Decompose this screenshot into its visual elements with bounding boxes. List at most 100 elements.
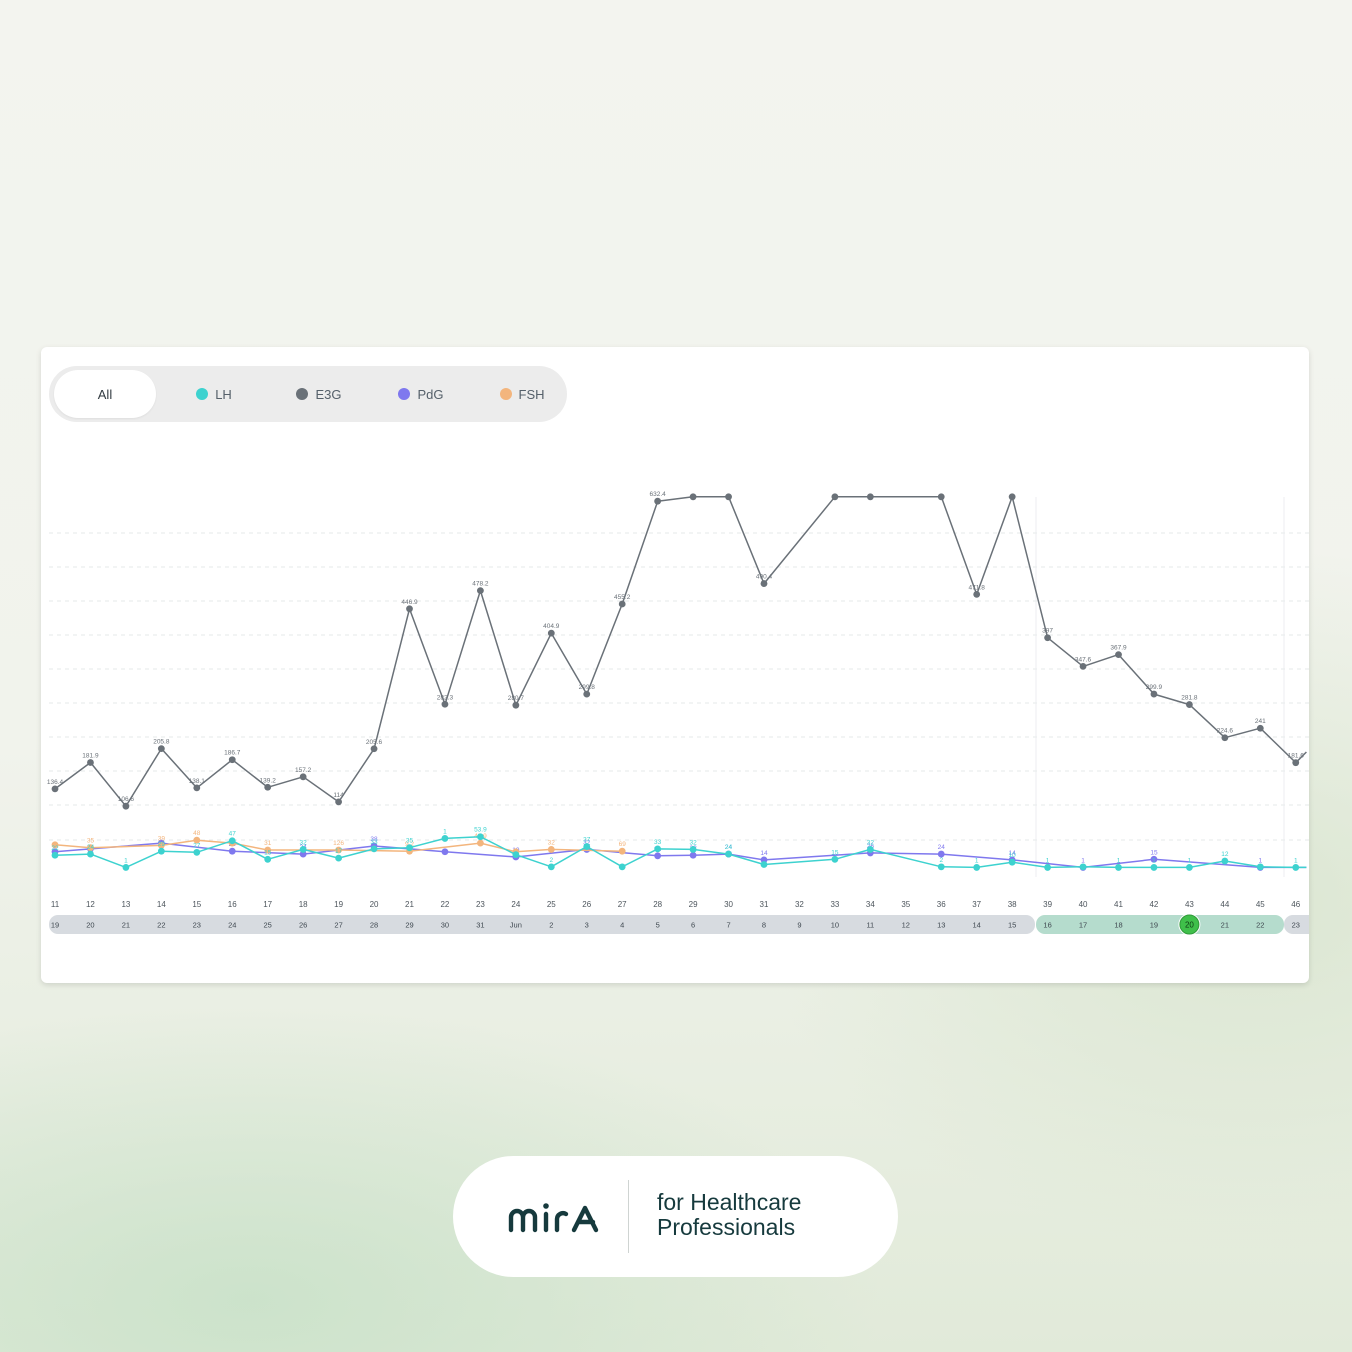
filter-fsh-label: FSH (518, 386, 545, 402)
lh-data-label: 35 (406, 838, 414, 845)
lh-data-point (654, 845, 662, 853)
cycle-day-tick: 36 (937, 900, 946, 909)
e3g-data-point (973, 590, 981, 598)
e3g-data-point (760, 580, 768, 587)
cycle-day-tick: 19 (334, 900, 343, 909)
lh-data-label: 10 (1009, 852, 1017, 859)
date-tick: 30 (441, 921, 449, 930)
lh-data-point (1115, 864, 1122, 871)
lh-data-point (618, 863, 626, 871)
cycle-day-tick: 11 (51, 900, 60, 909)
e3g-data-point (583, 690, 591, 698)
fsh-data-label: 39 (158, 835, 166, 842)
fsh-data-point (264, 846, 272, 854)
date-tick: 23 (193, 921, 201, 930)
e3g-data-point (1256, 724, 1264, 732)
date-tick: 6 (691, 921, 695, 930)
lh-data-point (51, 851, 59, 859)
cycle-day-tick: 44 (1220, 900, 1229, 909)
fsh-data-label: 126 (333, 840, 344, 847)
date-tick: 22 (1256, 921, 1264, 930)
filter-all-label: All (97, 386, 113, 402)
date-tick: 3 (585, 921, 589, 930)
e3g-data-point (87, 759, 94, 766)
cycle-day-tick: 29 (689, 900, 698, 909)
lh-data-point (406, 844, 413, 852)
lh-data-label: 32 (300, 839, 308, 846)
fsh-data-label: 69 (619, 841, 627, 848)
e3g-data-point (1115, 651, 1122, 659)
lh-data-point (1150, 864, 1158, 871)
lh-data-label: 1 (1152, 857, 1156, 864)
date-tick: 14 (973, 921, 981, 930)
filter-all-button[interactable]: All (54, 370, 156, 418)
e3g-data-point (831, 493, 839, 501)
e3g-data-point (1186, 701, 1193, 708)
cycle-day-tick: 23 (476, 900, 485, 909)
lh-data-point (441, 835, 449, 842)
cycle-day-tick: 40 (1079, 900, 1088, 909)
lh-data-point (477, 833, 484, 841)
lh-data-point (937, 863, 945, 871)
e3g-data-label: 299.8 (579, 684, 596, 691)
e3g-data-point (1044, 634, 1051, 642)
cycle-day-tick: 21 (405, 900, 414, 909)
lh-data-point (299, 846, 307, 853)
e3g-data-label: 632.4 (650, 491, 667, 498)
e3g-data-label: 281.8 (1181, 695, 1198, 702)
e3g-data-label: 490.4 (756, 574, 773, 581)
filter-lh-label: LH (215, 386, 232, 402)
lh-data-point (725, 850, 732, 858)
e3g-data-point (1292, 759, 1300, 767)
lh-data-point (547, 863, 555, 871)
fsh-dot-icon (499, 388, 512, 400)
e3g-data-label: 138.1 (189, 778, 206, 785)
lh-data-label: 12 (1221, 851, 1229, 858)
cycle-date-band (49, 915, 1035, 934)
cycle-day-tick: 32 (795, 900, 804, 909)
fsh-data-label: 32 (548, 839, 556, 846)
date-tick: 11 (866, 921, 874, 930)
e3g-data-point (299, 773, 307, 781)
pdg-dot-icon (398, 388, 411, 400)
e3g-data-label: 136.4 (47, 779, 64, 786)
cycle-day-tick: 41 (1114, 900, 1123, 909)
e3g-data-point (725, 493, 732, 501)
date-tick: 22 (157, 921, 165, 930)
pdg-data-point (228, 847, 236, 855)
e3g-data-point (866, 493, 874, 501)
e3g-data-label: 205.6 (366, 739, 383, 746)
lh-data-point (1044, 864, 1051, 871)
pdg-data-point (1150, 855, 1158, 863)
e3g-data-label: 455.2 (614, 594, 631, 601)
pdg-data-label: 38 (370, 836, 378, 843)
lh-data-label: 1 (124, 857, 128, 864)
date-tick: 31 (476, 921, 484, 930)
lh-data-label: 47 (229, 831, 237, 838)
filter-e3g-button[interactable]: E3G (269, 370, 369, 418)
filter-pdg-button[interactable]: PdG (371, 370, 471, 418)
lh-data-point (157, 847, 165, 855)
lh-data-point (689, 846, 697, 853)
e3g-data-label: 139.2 (260, 777, 277, 784)
cycle-day-tick: 25 (547, 900, 556, 909)
cycle-day-tick: 37 (972, 900, 981, 909)
fsh-data-point (547, 846, 555, 853)
cycle-day-tick: 46 (1291, 900, 1300, 909)
mira-logo (508, 1203, 599, 1233)
cycle-day-tick: 39 (1043, 900, 1052, 909)
filter-e3g-label: E3G (315, 386, 342, 402)
cycle-day-tick: 35 (901, 900, 910, 909)
date-tick: 17 (1079, 921, 1087, 930)
lh-data-label: 2 (939, 857, 943, 864)
pdg-data-point (441, 848, 449, 856)
date-tick: 20 (1185, 921, 1194, 930)
date-tick: 19 (51, 921, 59, 930)
lh-data-label: 1 (1188, 857, 1192, 864)
filter-lh-button[interactable]: LH (164, 370, 264, 418)
filter-fsh-button[interactable]: FSH (472, 370, 572, 418)
fsh-data-label: 48 (193, 830, 201, 837)
lh-data-label: 29 (158, 841, 166, 848)
tagline-line-2: Professionals (657, 1214, 796, 1240)
lh-data-point (1008, 858, 1016, 866)
